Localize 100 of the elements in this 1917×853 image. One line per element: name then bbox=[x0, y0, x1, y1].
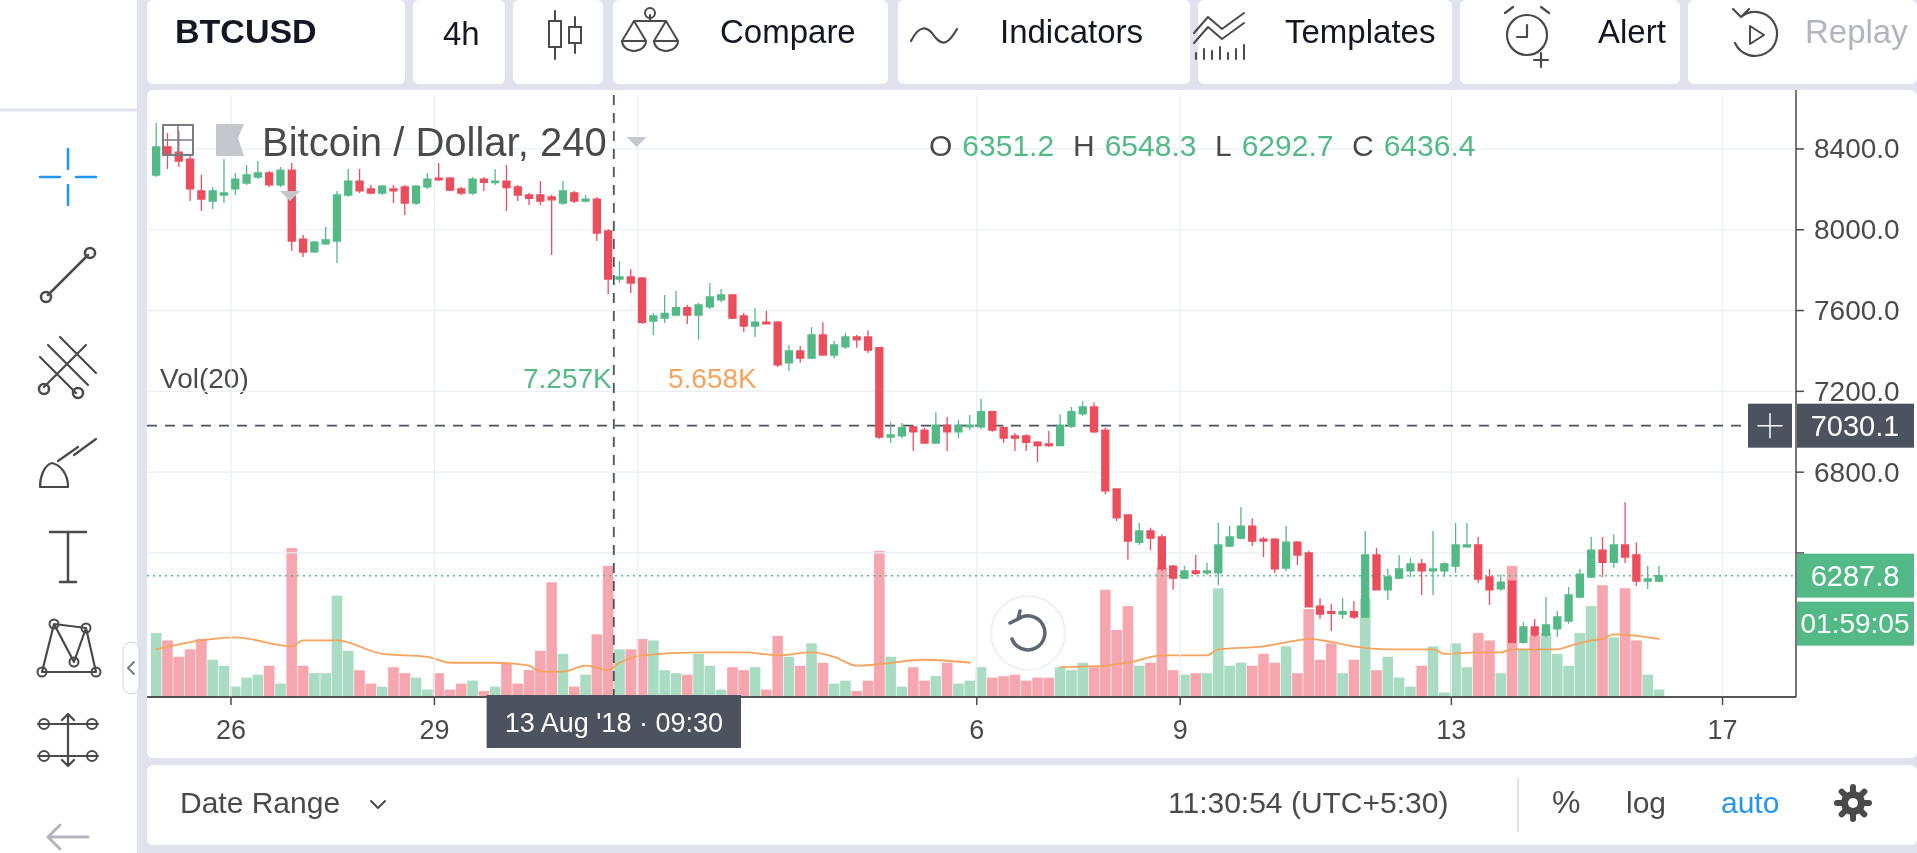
candlestick bbox=[208, 186, 217, 210]
text: Date Range bbox=[180, 786, 341, 819]
candlestick bbox=[1609, 533, 1618, 569]
candlestick bbox=[152, 122, 161, 178]
candlestick bbox=[762, 310, 771, 325]
candlestick bbox=[1067, 406, 1076, 429]
candlestick bbox=[1089, 401, 1099, 434]
candlestick bbox=[852, 334, 861, 349]
candlestick bbox=[1587, 536, 1596, 579]
candlestick bbox=[1338, 597, 1347, 620]
candlestick bbox=[491, 168, 500, 186]
candlestick bbox=[942, 416, 952, 452]
text: log bbox=[1626, 786, 1667, 819]
candlestick bbox=[355, 168, 364, 194]
candlestick bbox=[773, 320, 782, 368]
y-tick-label: 7200.0 bbox=[1814, 375, 1900, 407]
text: BTCUSD bbox=[175, 12, 317, 50]
text: 11:30:54 (UTC+5:30) bbox=[1168, 786, 1449, 819]
text: Templates bbox=[1285, 13, 1436, 50]
bar bbox=[681, 674, 693, 697]
candlestick bbox=[920, 427, 929, 445]
candlestick bbox=[1372, 547, 1381, 591]
candlestick bbox=[1010, 432, 1020, 452]
candlestick bbox=[739, 312, 748, 333]
candlestick bbox=[1112, 488, 1121, 522]
candlestick bbox=[389, 184, 398, 204]
bar bbox=[1133, 665, 1145, 697]
ref-line-label: 6287.8 bbox=[1810, 559, 1900, 592]
annotation: Vol(20) bbox=[160, 363, 249, 394]
candlestick bbox=[1519, 621, 1528, 645]
candlestick bbox=[321, 226, 330, 246]
candlestick bbox=[1191, 554, 1200, 576]
candlestick bbox=[1564, 586, 1573, 625]
candlestick bbox=[1485, 568, 1494, 606]
candlestick bbox=[1078, 400, 1087, 417]
candlestick bbox=[1417, 558, 1426, 596]
bar bbox=[794, 665, 806, 697]
candlestick bbox=[615, 260, 624, 284]
candlestick bbox=[581, 194, 590, 204]
annotation: L 6292.7 bbox=[1215, 129, 1334, 162]
candlestick bbox=[411, 184, 421, 206]
annotation: O 6351.2 bbox=[929, 129, 1055, 162]
candlestick bbox=[163, 132, 172, 170]
candlestick bbox=[1315, 597, 1325, 620]
bar bbox=[1518, 649, 1529, 697]
candlestick bbox=[931, 411, 940, 445]
text: Alert bbox=[1598, 13, 1666, 50]
annotation: 5.658K bbox=[668, 363, 758, 394]
candlestick bbox=[683, 304, 692, 325]
bar bbox=[1529, 635, 1541, 697]
candlestick bbox=[1327, 603, 1336, 632]
candlestick bbox=[705, 282, 714, 310]
candlestick bbox=[1033, 440, 1042, 463]
candlestick bbox=[1248, 517, 1257, 547]
bar bbox=[1416, 665, 1428, 697]
candlestick bbox=[637, 276, 647, 325]
candlestick bbox=[366, 184, 376, 195]
candlestick bbox=[344, 168, 353, 198]
bar bbox=[1280, 646, 1292, 697]
annotation: C 6436.4 bbox=[1352, 129, 1476, 162]
candlestick bbox=[649, 312, 658, 336]
text: Replay bbox=[1805, 13, 1909, 50]
bar bbox=[263, 665, 275, 697]
candlestick bbox=[547, 194, 556, 256]
candlestick bbox=[1259, 536, 1268, 558]
bar bbox=[580, 674, 591, 697]
candlestick bbox=[378, 184, 387, 196]
bar bbox=[275, 683, 286, 697]
x-tick-label: 17 bbox=[1707, 715, 1738, 745]
candlestick bbox=[524, 192, 534, 206]
bar bbox=[1337, 673, 1348, 697]
bar bbox=[1371, 670, 1382, 697]
candlestick bbox=[660, 294, 669, 324]
candlestick bbox=[1055, 413, 1065, 447]
candlestick bbox=[265, 170, 274, 188]
y-tick-label: 8000.0 bbox=[1814, 214, 1900, 246]
bar bbox=[783, 656, 795, 697]
candlestick bbox=[965, 414, 974, 431]
candlestick bbox=[1620, 501, 1630, 564]
bar bbox=[749, 667, 761, 697]
candlestick bbox=[988, 410, 997, 433]
candlestick bbox=[276, 166, 285, 188]
candlestick bbox=[468, 176, 477, 196]
text: % bbox=[1552, 784, 1581, 820]
candlestick bbox=[1462, 522, 1472, 549]
candlestick bbox=[445, 176, 455, 192]
candlestick bbox=[626, 268, 635, 294]
bar bbox=[625, 649, 637, 697]
candlestick bbox=[1553, 610, 1562, 638]
text: Compare bbox=[720, 13, 856, 50]
text: auto bbox=[1721, 786, 1780, 819]
candlestick bbox=[818, 321, 827, 357]
x-tick-label: 26 bbox=[216, 715, 247, 745]
candlestick bbox=[231, 172, 240, 196]
candlestick bbox=[784, 344, 794, 372]
candlestick bbox=[592, 196, 602, 242]
candlestick bbox=[1157, 533, 1166, 572]
annotation: 7.257K bbox=[523, 363, 613, 394]
candlestick bbox=[457, 186, 466, 196]
ref-line-label: 7030.1 bbox=[1810, 409, 1900, 442]
